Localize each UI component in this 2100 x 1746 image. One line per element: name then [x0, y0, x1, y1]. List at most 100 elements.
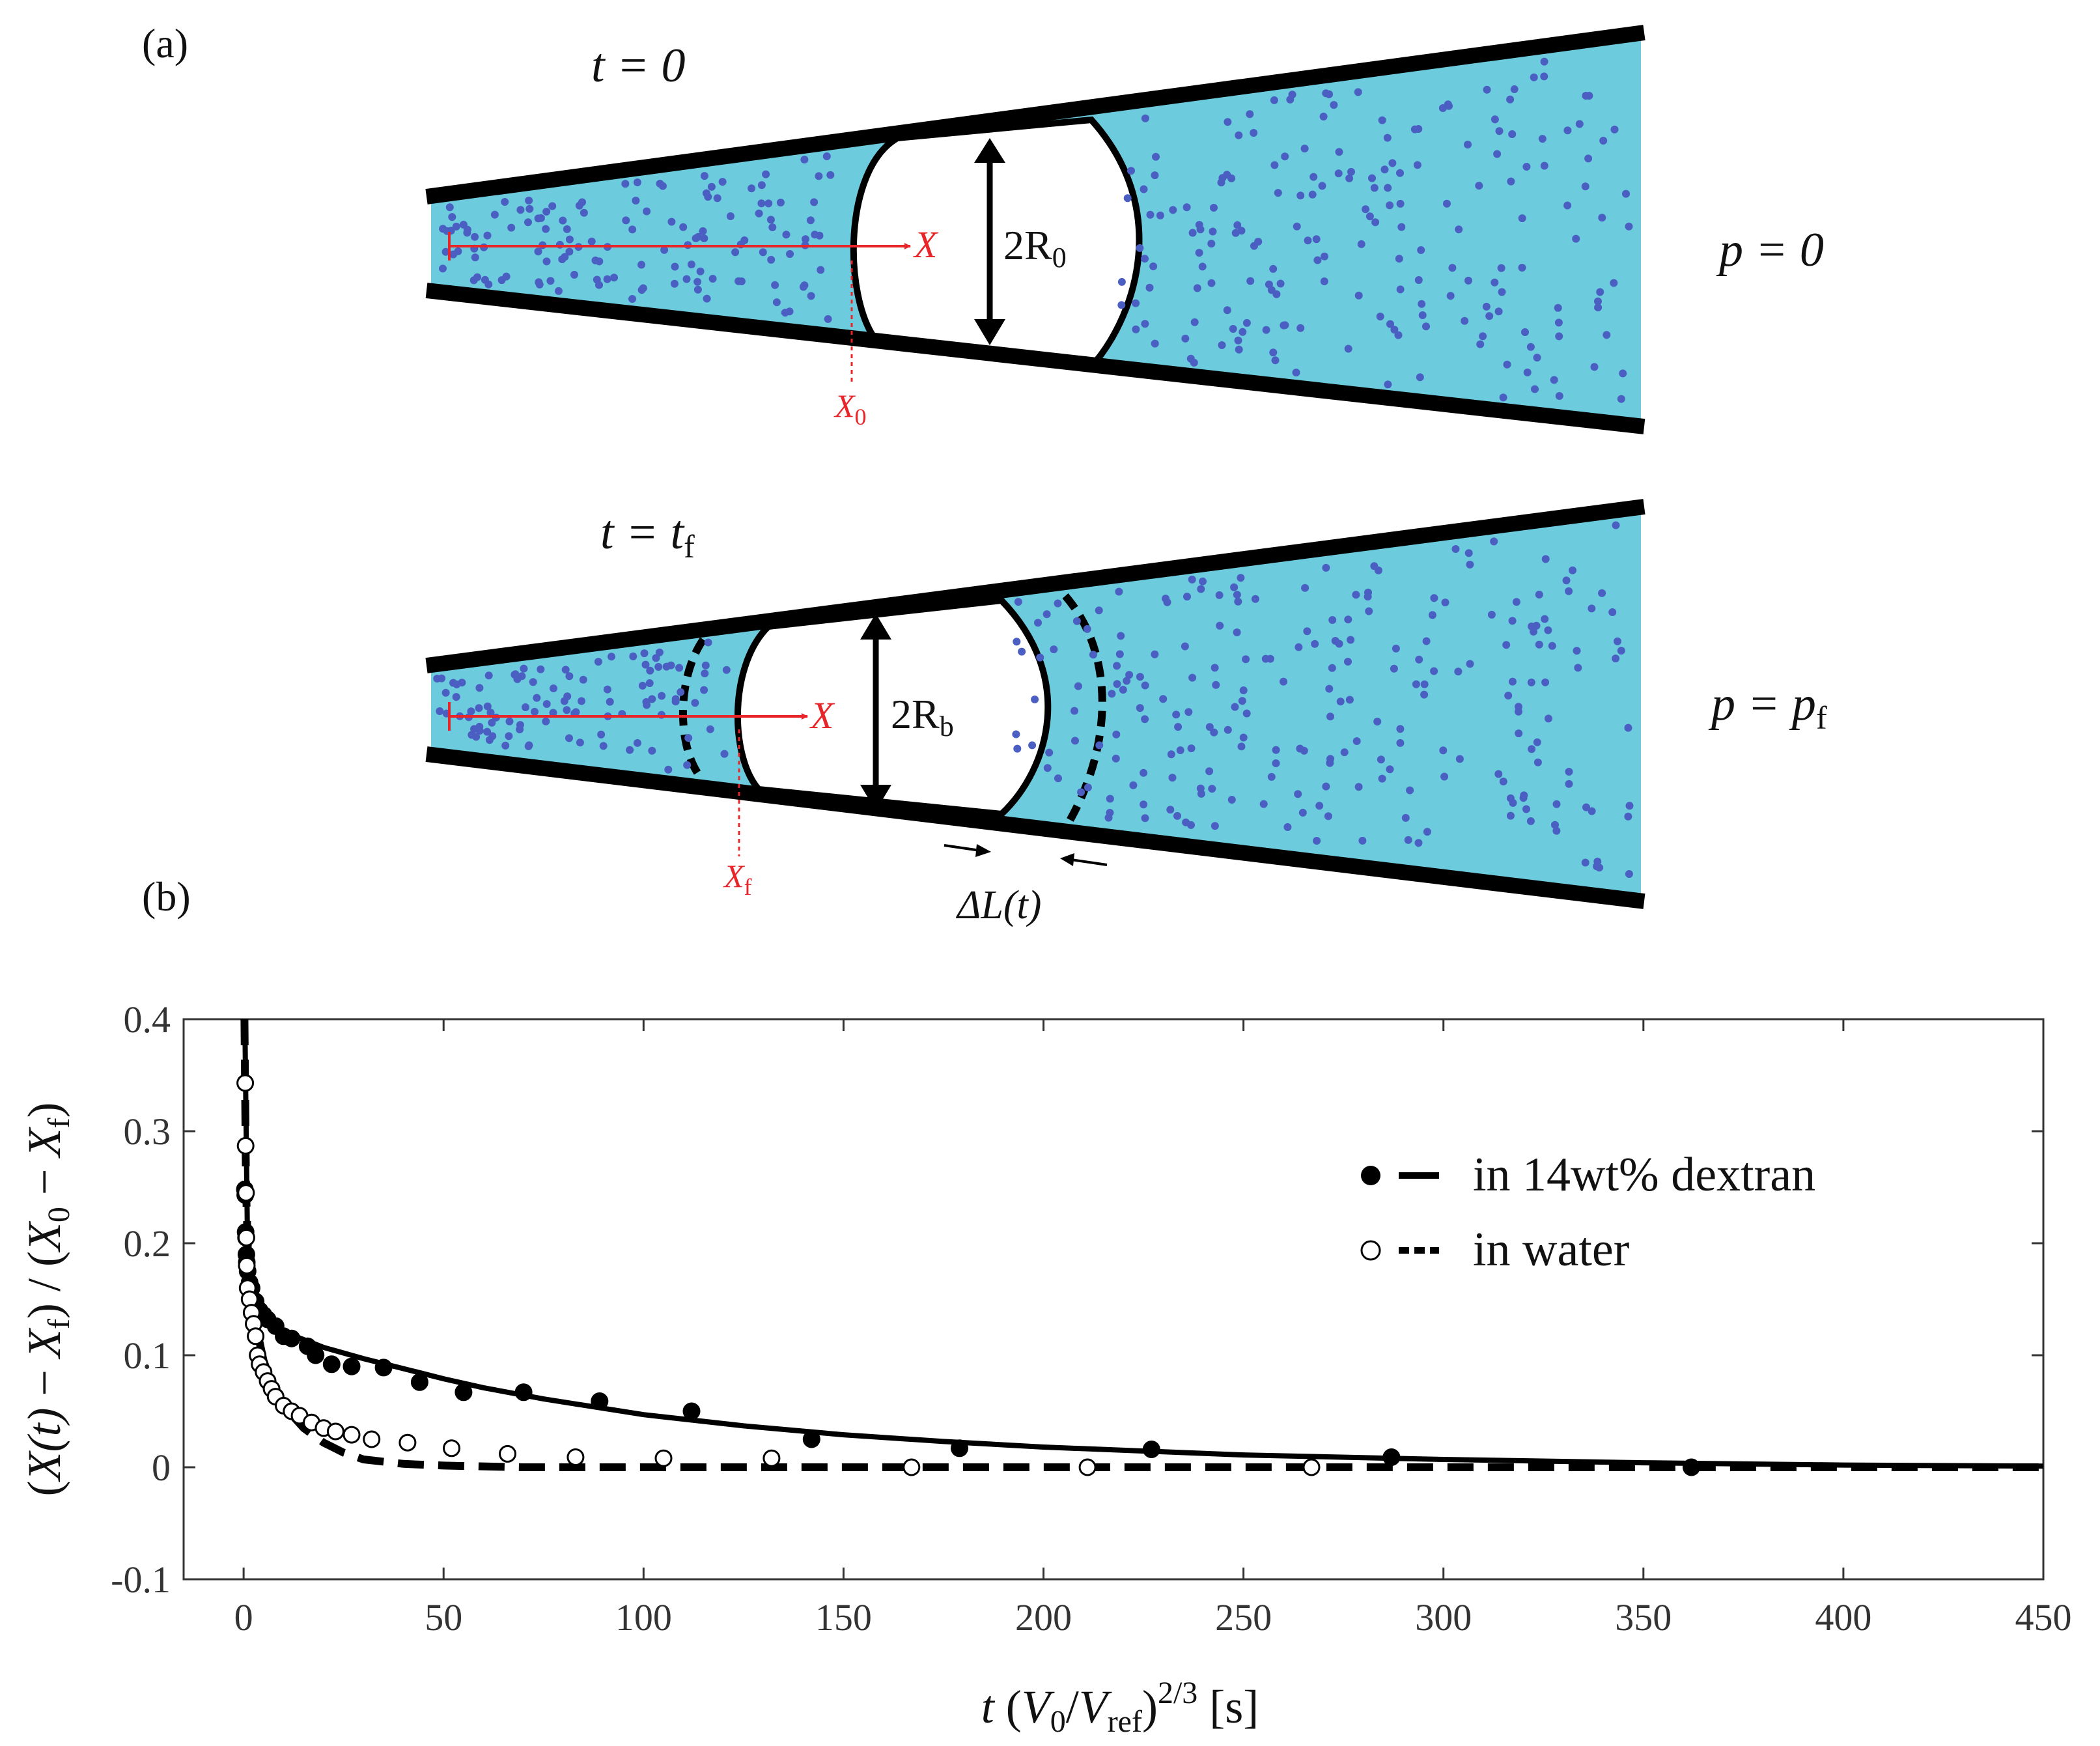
particle — [1572, 234, 1580, 243]
particle — [1129, 781, 1138, 789]
particle — [1461, 317, 1469, 325]
particle — [679, 223, 688, 231]
data-point-water — [499, 1444, 516, 1463]
particle — [1569, 566, 1576, 574]
particle — [610, 274, 618, 282]
particle — [1506, 95, 1515, 104]
particle — [1510, 85, 1519, 93]
particle — [1115, 587, 1123, 596]
particle — [740, 236, 749, 244]
particle — [1246, 277, 1255, 285]
particle — [660, 246, 669, 254]
y-tick-label: 0.1 — [124, 1334, 171, 1377]
particle — [559, 216, 567, 225]
particle — [675, 664, 684, 672]
particle — [1224, 118, 1232, 126]
particle — [1443, 199, 1451, 208]
particle — [1422, 322, 1430, 331]
particle — [1428, 611, 1436, 619]
particle — [757, 181, 766, 190]
particle — [576, 739, 584, 747]
particle — [516, 206, 525, 214]
particle — [701, 661, 710, 669]
particle — [1541, 615, 1549, 623]
particle — [475, 684, 484, 692]
data-point-dextran — [307, 1346, 325, 1364]
particle — [1272, 759, 1280, 767]
particle — [1396, 199, 1405, 208]
particle — [731, 248, 740, 257]
particle — [1280, 677, 1287, 686]
particle — [1190, 318, 1199, 326]
particle — [1503, 360, 1511, 369]
particle — [786, 250, 794, 258]
particle — [1119, 686, 1127, 694]
bottom-tube: X Xf 2Rb ΔL(t) — [425, 499, 1645, 927]
particle — [1519, 794, 1528, 802]
particle — [1373, 718, 1382, 725]
particle — [1095, 606, 1103, 615]
particle — [471, 253, 479, 262]
axis-ticks: 0 50 100 150 200 250 300 350 400 450 -0.1 0 0.1 0.2 0.… — [111, 998, 2071, 1639]
particle — [1594, 303, 1603, 312]
particle — [1491, 115, 1499, 124]
particle — [452, 693, 460, 701]
particle — [1518, 264, 1526, 272]
particle — [755, 209, 763, 218]
particle — [662, 662, 671, 671]
particle — [1205, 723, 1214, 731]
particle — [1276, 279, 1285, 288]
particle — [1132, 299, 1140, 307]
particle — [655, 648, 664, 656]
particle — [1292, 369, 1300, 376]
particle — [1117, 632, 1125, 640]
particle — [1238, 697, 1246, 705]
particle — [1531, 385, 1539, 393]
particle — [580, 208, 588, 217]
legend-marker-dextran — [1361, 1166, 1380, 1185]
particle — [1380, 165, 1389, 174]
particle — [748, 184, 756, 193]
particle — [1117, 301, 1126, 309]
particle — [1233, 591, 1241, 599]
particle — [632, 197, 640, 204]
particle — [1045, 748, 1054, 757]
particle — [1504, 692, 1513, 700]
particle — [548, 202, 557, 210]
particle — [1535, 591, 1543, 598]
particle — [1396, 169, 1404, 177]
particle — [1136, 673, 1144, 681]
particle — [706, 725, 714, 733]
particle — [534, 247, 542, 256]
data-point-dextran — [410, 1373, 428, 1391]
x-tick-label: 350 — [1615, 1596, 1672, 1639]
particle — [1540, 57, 1548, 66]
particle — [1533, 354, 1541, 362]
particle — [1274, 189, 1282, 197]
particle — [1515, 707, 1522, 716]
particle — [1418, 311, 1427, 319]
particle — [1198, 262, 1207, 271]
particle — [781, 309, 789, 317]
particle — [1188, 673, 1197, 682]
particle — [1186, 354, 1195, 363]
particle — [1506, 811, 1515, 820]
particle — [1384, 184, 1392, 192]
particle — [1266, 655, 1274, 663]
particle — [1598, 214, 1606, 222]
particle — [1466, 560, 1474, 569]
particle — [772, 298, 781, 307]
particle — [1574, 664, 1582, 672]
particle — [467, 707, 475, 716]
data-point-water — [247, 1327, 265, 1345]
particle — [1378, 116, 1386, 124]
particle — [439, 264, 447, 273]
bottom-initial-left-interface — [679, 637, 707, 776]
particle — [1267, 772, 1276, 781]
particle — [518, 672, 526, 681]
particle — [1454, 668, 1463, 676]
particle — [1141, 114, 1149, 122]
particle — [1365, 607, 1373, 615]
y-tick-label: 0.4 — [124, 998, 171, 1041]
